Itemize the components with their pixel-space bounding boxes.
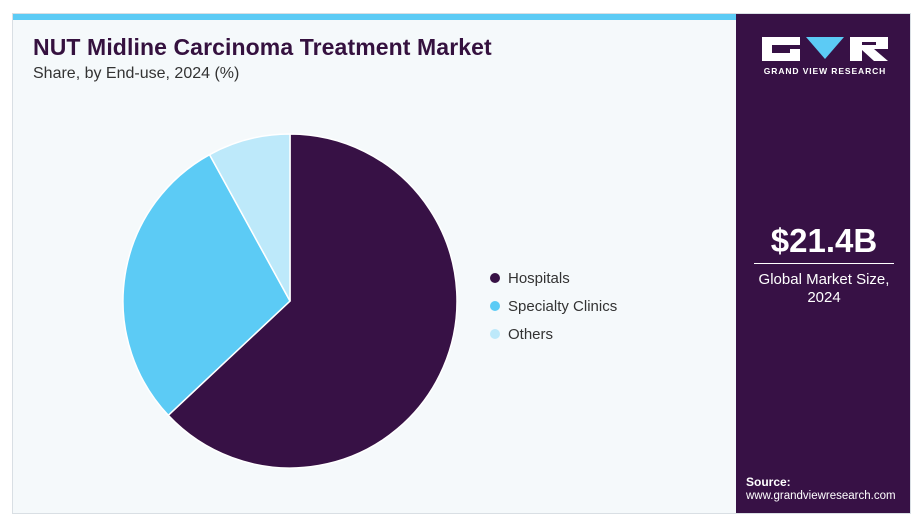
- sidebar-panel: GRAND VIEW RESEARCH $21.4B Global Market…: [736, 14, 910, 513]
- legend-label: Specialty Clinics: [508, 297, 618, 315]
- legend-item-hospitals: Hospitals: [490, 264, 617, 292]
- market-size-label-line2: 2024: [807, 289, 841, 306]
- top-accent-bar: [13, 14, 736, 20]
- legend-item-others: Others: [490, 320, 617, 348]
- source-link[interactable]: www.grandviewresearch.com: [746, 490, 896, 502]
- chart-title: NUT Midline Carcinoma Treatment Market: [33, 34, 492, 60]
- logo-text: GRAND VIEW RESEARCH: [763, 66, 887, 76]
- chart-subtitle: Share, by End-use, 2024 (%): [33, 65, 240, 82]
- market-size-label: Global Market Size, 2024: [736, 271, 910, 307]
- pie-slice-others: [208, 133, 291, 302]
- gvr-logo-icon: [762, 37, 888, 61]
- legend: Hospitals Specialty Clinics Others: [490, 264, 617, 348]
- legend-item-specialty-clinics: Specialty Clinics: [490, 292, 617, 320]
- chart-card: NUT Midline Carcinoma Treatment Market S…: [12, 13, 911, 514]
- pie-slice-hospitals: [167, 133, 458, 469]
- legend-label: Others: [508, 325, 554, 343]
- legend-swatch-specialty-clinics: [490, 301, 500, 311]
- pie-chart-area: [13, 14, 736, 513]
- pie-chart: [122, 133, 458, 469]
- pie-slice-specialty-clinics: [122, 153, 291, 417]
- market-size-value: $21.4B: [770, 222, 878, 259]
- legend-swatch-others: [490, 329, 500, 339]
- market-size-label-line1: Global Market Size,: [758, 271, 890, 288]
- brand-logo: GRAND VIEW RESEARCH: [762, 37, 888, 77]
- legend-label: Hospitals: [508, 269, 570, 287]
- divider: [754, 263, 894, 264]
- legend-swatch-hospitals: [490, 273, 500, 283]
- source-label: Source:: [746, 475, 791, 489]
